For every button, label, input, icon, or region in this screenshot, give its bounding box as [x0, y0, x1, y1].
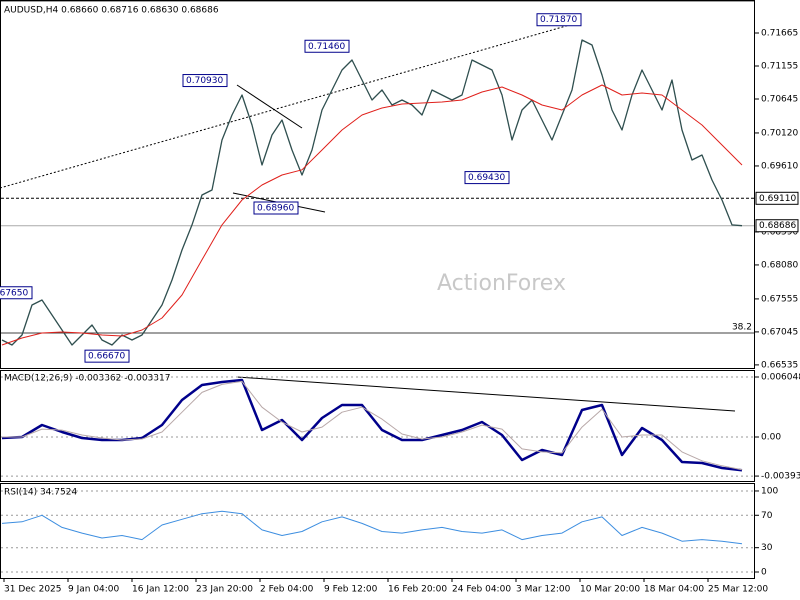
y-tick-label: 0.67045	[761, 327, 798, 337]
annotation-box	[0, 286, 33, 300]
price-box	[755, 219, 799, 233]
x-tick-label: 23 Jan 20:00	[196, 585, 253, 595]
x-tick-label: 9 Jan 04:00	[68, 585, 120, 595]
trendline	[236, 376, 736, 412]
y-tick-label: 0.71665	[761, 28, 798, 38]
y-tick-label: 0.68590	[761, 227, 798, 237]
x-tick-label: 25 Mar 12:00	[708, 585, 768, 595]
rsi-title: RSI(14) 34.7524	[4, 488, 77, 498]
annotation-label: 0.71460	[308, 42, 345, 52]
watermark: ActionForex	[437, 271, 566, 296]
macd-title: MACD(12,26,9) -0.003362 -0.003317	[4, 374, 170, 384]
price-box	[755, 191, 799, 205]
y-tick-label: 100	[761, 486, 778, 496]
y-tick-label: 30	[761, 543, 773, 553]
price-label: 0.68686	[759, 221, 796, 231]
y-tick-label: 0.71155	[761, 61, 798, 71]
annotation-box	[182, 74, 228, 88]
y-tick-label: 70	[761, 511, 773, 521]
annotation-label: 0.69430	[468, 173, 505, 183]
y-tick-label: 0	[761, 568, 767, 578]
annotation-box	[304, 39, 350, 53]
y-tick-label: 0.66535	[761, 360, 798, 370]
y-tick-label: 0.70120	[761, 128, 798, 138]
y-tick-label: 0.006048	[761, 373, 800, 383]
annotation-label: 0.68960	[257, 204, 294, 214]
price-label: 0.69110	[759, 194, 796, 204]
trendline	[236, 84, 303, 129]
series-line	[2, 380, 743, 471]
annotation-label: 0.67650	[0, 288, 28, 298]
chart-title: AUDUSD,H4 0.68660 0.68716 0.68630 0.6868…	[4, 6, 219, 16]
y-tick-label: 0.00	[761, 433, 781, 443]
macd-panel	[0, 370, 755, 482]
x-tick-label: 18 Mar 04:00	[644, 585, 704, 595]
x-tick-label: 31 Dec 2025	[4, 585, 62, 595]
y-tick-label: 0.68080	[761, 260, 798, 270]
y-tick-label: 0.70645	[761, 94, 798, 104]
main-panel	[0, 0, 755, 369]
x-tick-label: 24 Feb 04:00	[452, 585, 511, 595]
series-line	[1, 84, 743, 346]
x-tick-label: 9 Feb 12:00	[324, 585, 378, 595]
x-tick-label: 3 Mar 12:00	[516, 585, 571, 595]
annotation-box	[253, 201, 299, 215]
y-tick-label: 0.67555	[761, 294, 798, 304]
series-line	[1, 39, 743, 346]
x-tick-label: 16 Jan 12:00	[132, 585, 189, 595]
annotation-label: 0.70930	[186, 76, 223, 86]
trendline	[0, 21, 581, 189]
series-line	[1, 510, 743, 545]
annotation-box	[536, 13, 582, 27]
fib-label: 38.2	[732, 322, 752, 332]
y-tick-label: -0.003938	[761, 472, 800, 482]
x-tick-label: 2 Feb 04:00	[260, 585, 314, 595]
y-tick-label: 0.69610	[761, 161, 798, 171]
rsi-panel	[0, 483, 755, 579]
annotation-box	[464, 171, 510, 185]
x-tick-label: 16 Feb 20:00	[388, 585, 447, 595]
annotation-label: 0.71870	[540, 15, 577, 25]
annotation-box	[84, 349, 130, 363]
x-tick-label: 10 Mar 20:00	[580, 585, 640, 595]
annotation-label: 0.66670	[88, 352, 125, 362]
